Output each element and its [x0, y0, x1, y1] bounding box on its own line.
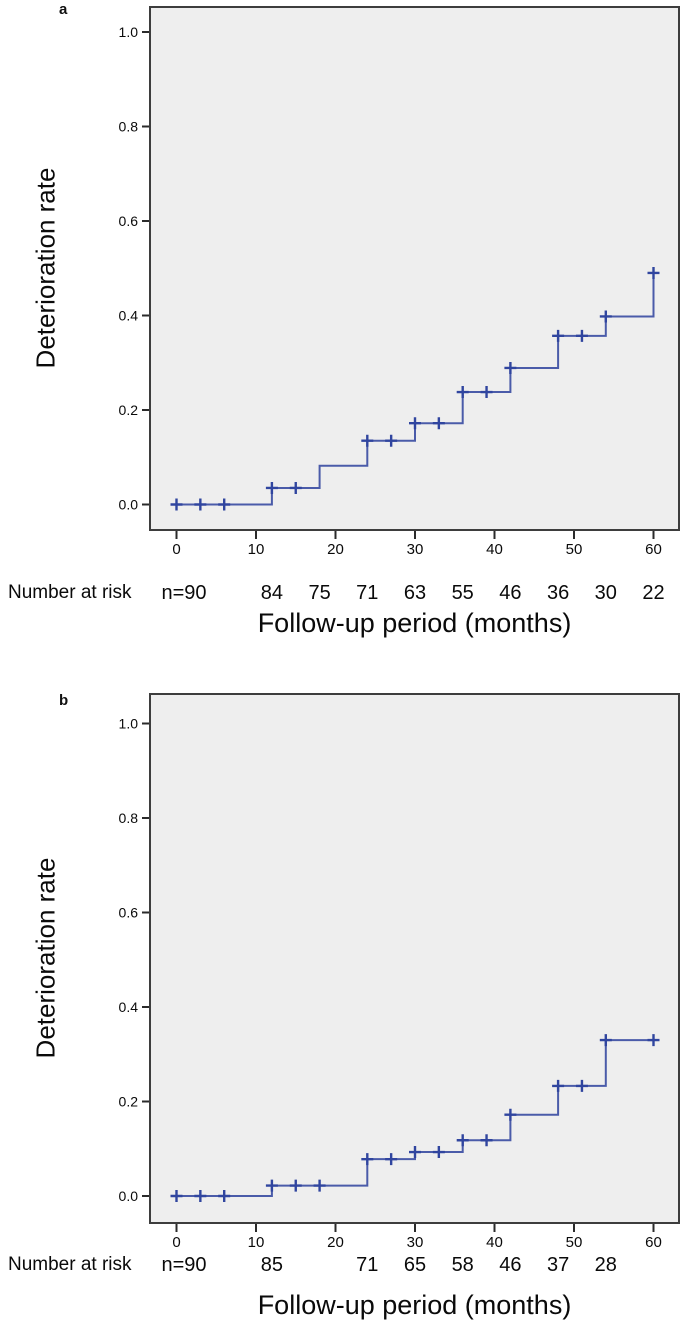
x-axis-title-b: Follow-up period (months): [257, 1290, 572, 1320]
survival-chart-b: 0 10 20 30 40 50 60 0.0 0.2 0.4 0.6 0.8 1.0: [119, 693, 680, 1251]
censor-mark: [552, 1079, 565, 1092]
number-at-risk-value: 75: [308, 582, 331, 604]
number-at-risk-value: 71: [356, 582, 379, 604]
y-tick-label: 1.0: [119, 716, 139, 732]
panel-b-letter: b: [59, 692, 69, 709]
x-tick-label: 30: [407, 1234, 424, 1251]
y-tick-label: 0.0: [119, 497, 139, 513]
x-tick-label: 40: [486, 541, 503, 558]
censor-mark: [289, 1179, 302, 1192]
survival-step-curve: [176, 272, 655, 506]
number-at-risk-value: 63: [403, 582, 427, 604]
number-at-risk-label-b: Number at risk: [8, 1254, 132, 1275]
censor-mark: [456, 1134, 469, 1147]
number-at-risk-value: 85: [260, 1254, 284, 1276]
x-tick-label: 20: [327, 1234, 344, 1251]
x-tick-label: 10: [248, 541, 265, 558]
number-at-risk-value: 22: [642, 582, 665, 604]
y-tick-label: 0.8: [119, 119, 139, 135]
plot-area: [150, 694, 679, 1223]
censor-mark: [194, 1190, 207, 1202]
plot-border: [149, 6, 680, 531]
number-at-risk-value: 46: [499, 582, 522, 604]
censor-mark: [385, 1153, 398, 1166]
survival-chart-a: 0 10 20 30 40 50 60 0.0 0.2 0.4 0.6 0.8 1.0: [119, 6, 680, 558]
censor-mark: [504, 1108, 517, 1121]
y-tick-label: 0.2: [119, 1094, 139, 1110]
x-tick-label: 0: [172, 541, 180, 558]
y-tick-label: 0.4: [119, 308, 139, 324]
censor-mark: [504, 361, 517, 374]
panel-a-letter: a: [59, 1, 68, 18]
x-tick-label: 30: [407, 541, 424, 558]
censor-mark: [432, 417, 445, 430]
x-tick-label: 10: [248, 1234, 265, 1251]
number-at-risk-value: 55: [451, 582, 474, 604]
x-tick-label: 50: [566, 541, 583, 558]
plot-border: [149, 693, 680, 1224]
censor-mark: [575, 329, 588, 342]
n-total-b: n=90: [161, 1254, 207, 1276]
censor-mark: [456, 386, 469, 399]
censor-mark: [647, 1034, 660, 1047]
censor-mark: [289, 481, 302, 494]
number-at-risk-value: 71: [356, 1254, 379, 1276]
censor-mark: [194, 498, 207, 511]
x-tick-label: 40: [486, 1234, 503, 1251]
number-at-risk-label-a: Number at risk: [8, 582, 132, 603]
censor-mark: [409, 417, 421, 430]
censor-mark: [552, 329, 565, 342]
censor-mark: [409, 1146, 421, 1159]
number-at-risk-row-b: Number at risk n=90 85 71 65 58 46 37 28: [0, 1252, 685, 1278]
number-at-risk-value: 46: [499, 1254, 522, 1276]
number-at-risk-value: 30: [594, 582, 617, 604]
number-at-risk-value: 84: [260, 582, 284, 604]
censor-mark: [218, 1190, 231, 1202]
number-at-risk-row-a: Number at risk n=90 84 75 71 63 55 46 36 30 22: [0, 580, 685, 606]
number-at-risk-value: 36: [546, 582, 570, 604]
y-tick-label: 0.0: [119, 1188, 139, 1204]
y-tick-label: 0.2: [119, 402, 139, 418]
y-tick-label: 0.6: [119, 213, 139, 229]
censor-mark: [599, 310, 612, 323]
censor-mark: [647, 266, 660, 279]
censor-mark: [480, 386, 493, 399]
x-tick-label: 50: [566, 1234, 583, 1251]
y-tick-label: 0.8: [119, 810, 139, 826]
censor-mark: [432, 1146, 445, 1159]
censor-mark: [170, 1190, 183, 1202]
number-at-risk-value: 65: [403, 1254, 427, 1276]
n-total-a: n=90: [161, 582, 207, 604]
censor-mark: [575, 1079, 588, 1092]
number-at-risk-value: 58: [451, 1254, 474, 1276]
censor-mark: [599, 1034, 612, 1047]
x-tick-label: 0: [172, 1234, 180, 1251]
censor-mark: [265, 1179, 278, 1192]
censor-mark: [480, 1134, 493, 1147]
number-at-risk-value: 28: [594, 1254, 617, 1276]
censor-mark: [361, 1153, 374, 1166]
x-tick-label: 60: [645, 1234, 662, 1251]
x-tick-label: 20: [327, 541, 344, 558]
censor-mark: [361, 434, 374, 447]
censor-mark: [265, 481, 278, 494]
y-tick-label: 1.0: [119, 24, 139, 40]
censor-mark: [170, 498, 183, 511]
number-at-risk-value: 37: [546, 1254, 570, 1276]
y-tick-label: 0.6: [119, 905, 139, 921]
y-tick-label: 0.4: [119, 999, 139, 1015]
censor-mark: [313, 1179, 326, 1192]
x-axis-title-a: Follow-up period (months): [257, 608, 572, 638]
x-tick-label: 60: [645, 541, 662, 558]
plot-area: [150, 7, 679, 530]
censor-mark: [218, 498, 231, 511]
censor-mark: [385, 434, 398, 447]
